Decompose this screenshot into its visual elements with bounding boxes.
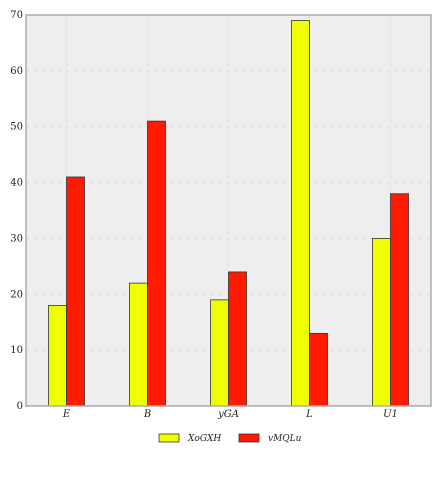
y-tick-label: 10	[10, 345, 23, 356]
y-tick-label: 40	[10, 178, 23, 189]
bar-XoGXH-yGA	[210, 299, 229, 407]
plot-frame	[25, 14, 432, 407]
bar-vMQLu-E	[66, 176, 85, 407]
bar-vMQLu-B	[147, 120, 166, 407]
x-tick-label: U1	[383, 409, 398, 420]
x-tick-label: yGA	[217, 409, 239, 420]
bar-XoGXH-E	[48, 305, 67, 407]
legend: XoGXH vMQLu	[158, 433, 302, 444]
y-tick-label: 60	[10, 66, 23, 77]
y-tick-label: 70	[10, 10, 23, 21]
x-tick-label: E	[62, 409, 71, 420]
y-axis-ticks: 0 10 20 30 40 50 60 70	[10, 10, 23, 412]
bar-vMQLu-L	[309, 332, 328, 407]
bars	[48, 20, 409, 407]
x-tick-label: L	[305, 409, 313, 420]
legend-swatch	[158, 433, 180, 443]
y-tick-label: 50	[10, 122, 23, 133]
bar-vMQLu-yGA	[228, 271, 247, 407]
legend-swatch	[238, 433, 260, 443]
legend-label: XoGXH	[187, 434, 221, 444]
bar-XoGXH-U1	[372, 238, 391, 407]
legend-label: vMQLu	[268, 434, 302, 444]
bar-XoGXH-B	[129, 282, 148, 407]
x-tick-label: B	[143, 409, 151, 420]
bar-XoGXH-L	[291, 20, 310, 407]
y-tick-label: 20	[10, 289, 23, 300]
y-tick-label: 0	[17, 401, 23, 412]
bar-vMQLu-U1	[390, 193, 409, 407]
y-tick-label: 30	[10, 233, 23, 244]
